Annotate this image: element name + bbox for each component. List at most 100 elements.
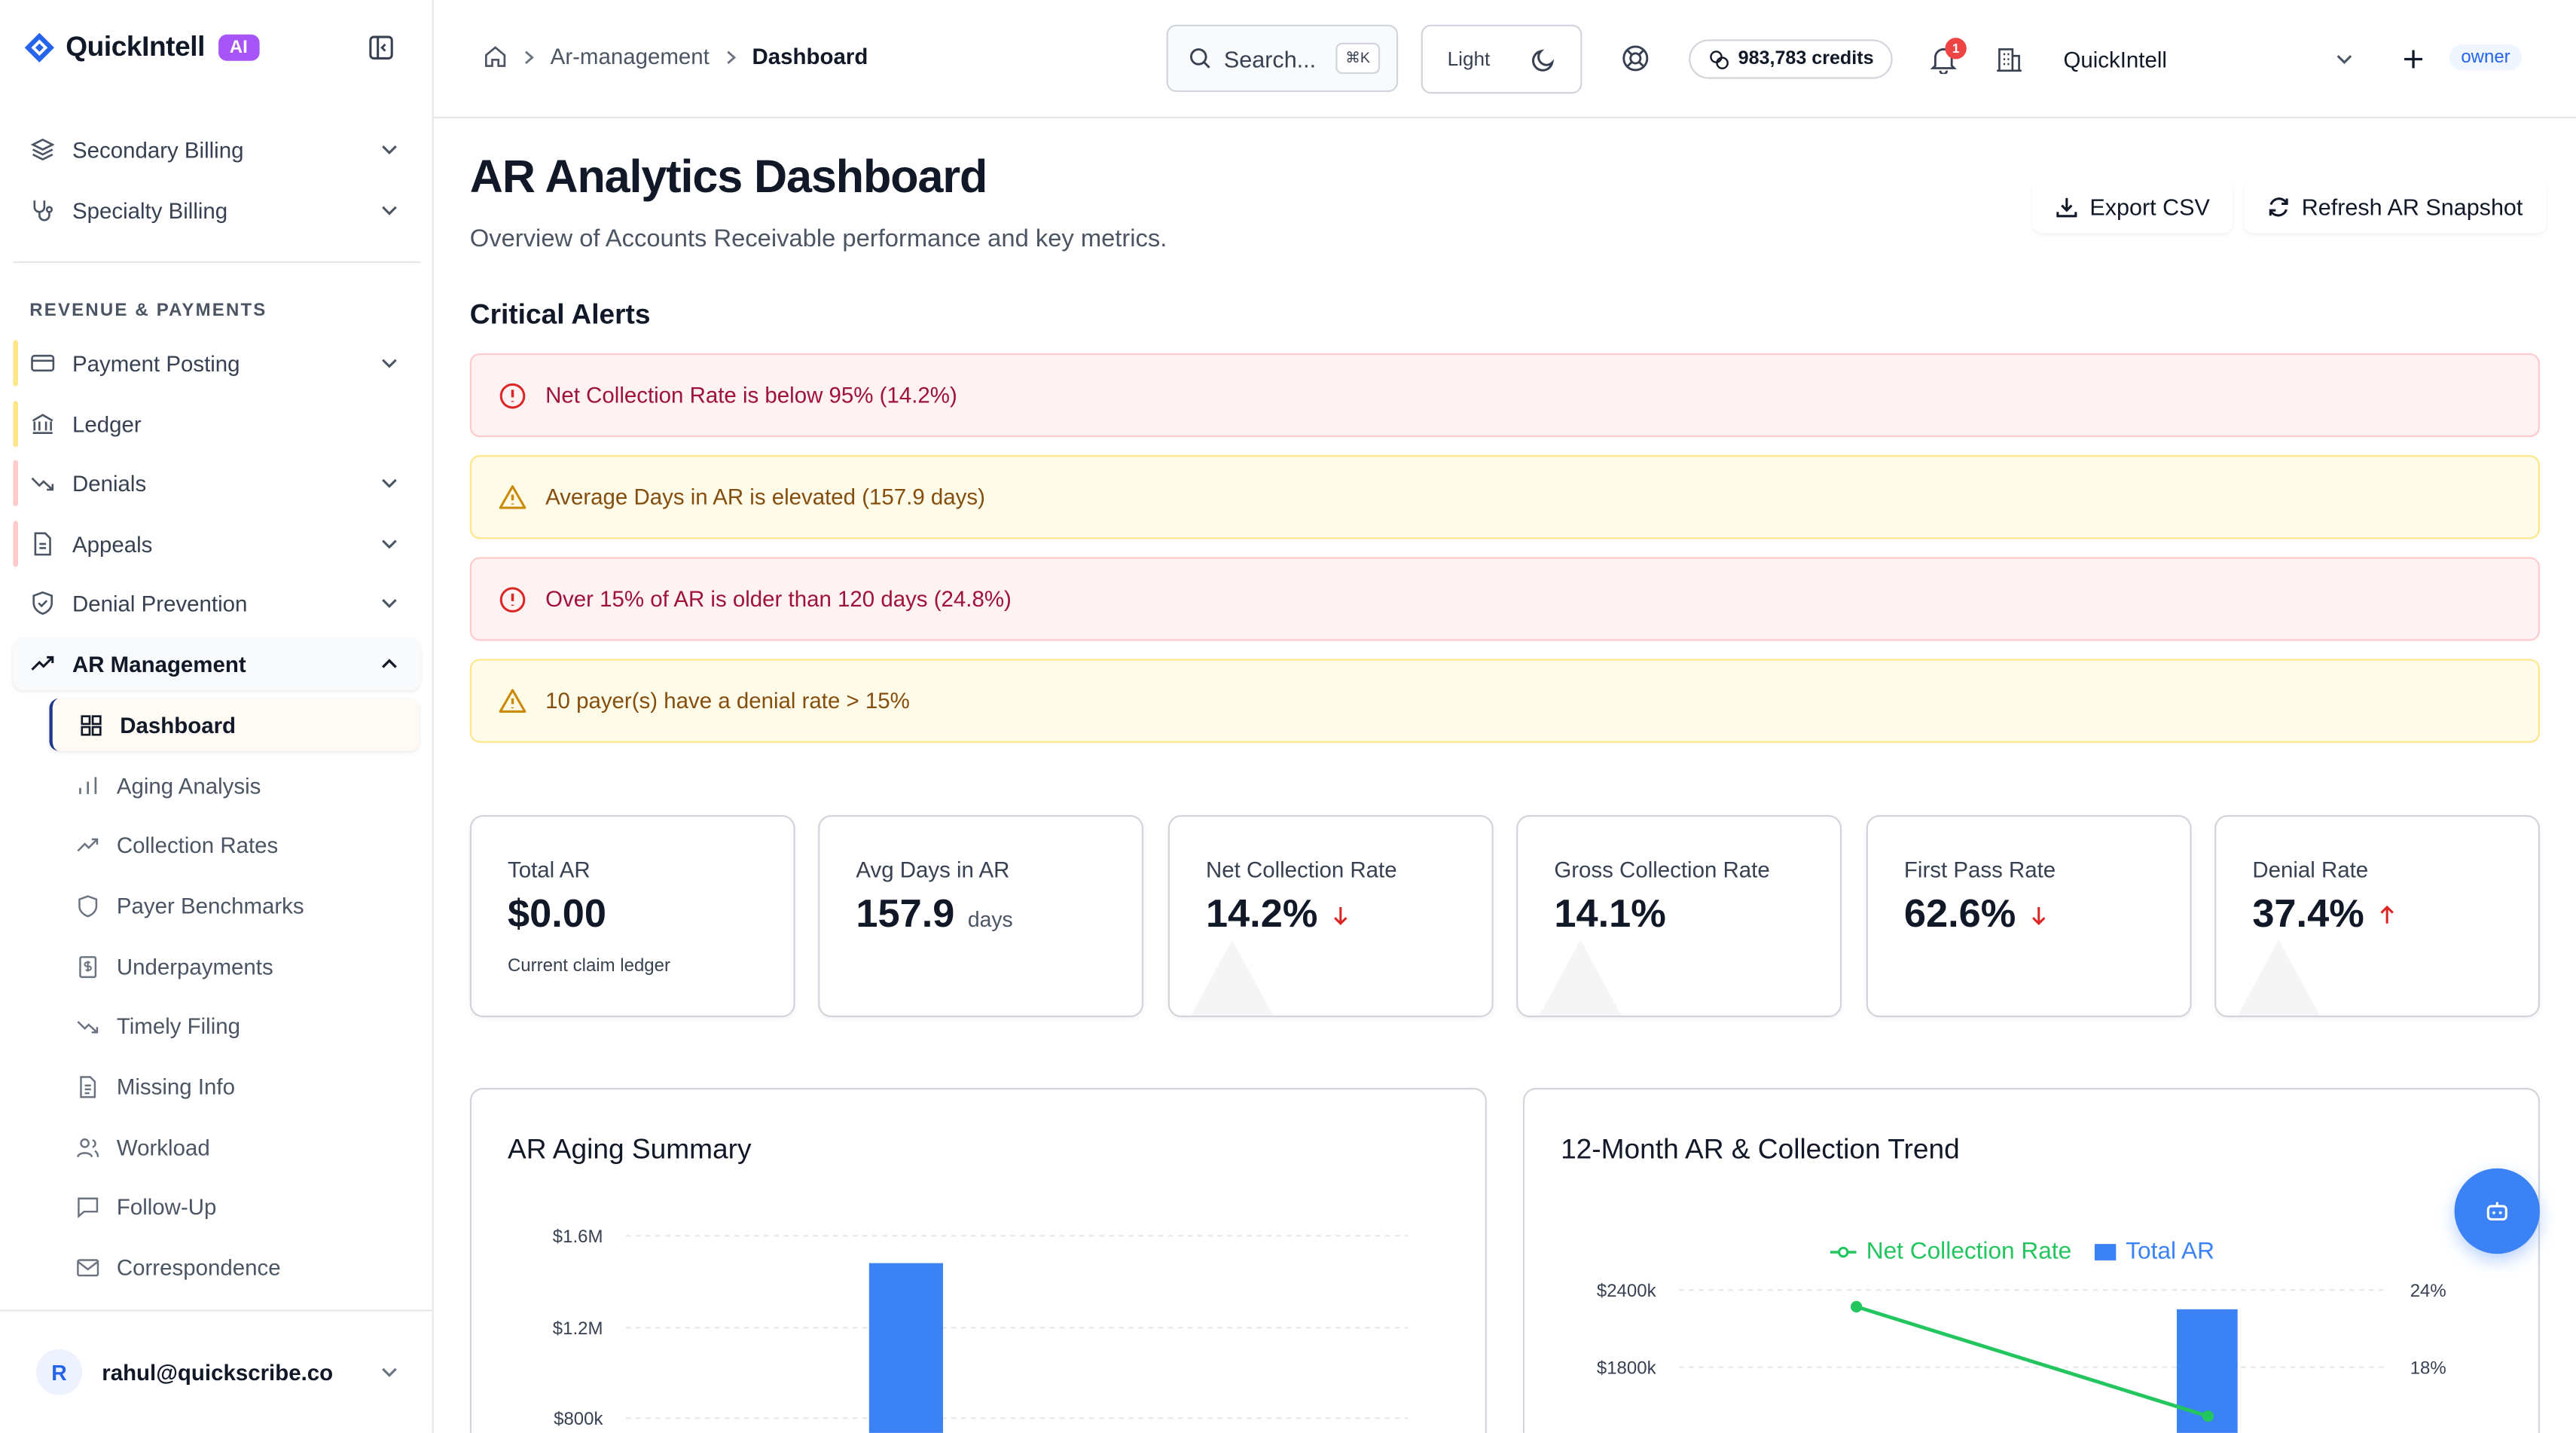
trending-up-icon — [77, 837, 99, 851]
organization-name: QuickIntell — [2063, 47, 2167, 72]
alert-triangle-icon — [499, 484, 526, 509]
metric-value: 62.6% — [1903, 892, 2016, 937]
theme-toggle[interactable]: Light — [1421, 24, 1583, 94]
user-menu[interactable]: R rahul@quickscribe.co — [35, 1348, 407, 1397]
sidebar-subitem-aging-analysis[interactable]: Aging Analysis — [49, 759, 419, 812]
credits-value: 983,783 credits — [1738, 49, 1874, 69]
critical-alerts-title: Critical Alerts — [469, 298, 651, 331]
ar-aging-chart: $1.6M $1.2M $800k — [553, 1227, 1409, 1433]
chevron-right-icon — [525, 50, 534, 63]
legend-line-swatch — [1830, 1246, 1857, 1258]
chart-title: 12-Month AR & Collection Trend — [1561, 1133, 1960, 1166]
chevron-down-icon — [382, 478, 397, 488]
mail-icon — [77, 1258, 99, 1276]
page-title: AR Analytics Dashboard — [469, 151, 988, 203]
breadcrumb-item[interactable]: Ar-management — [550, 44, 710, 69]
sidebar-item-ar-management[interactable]: AR Management — [13, 637, 421, 691]
notification-count-badge: 1 — [1945, 38, 1967, 60]
sidebar-item-denial-prevention[interactable]: Denial Prevention — [13, 577, 420, 630]
alert-text: 10 payer(s) have a denial rate > 15% — [545, 688, 910, 713]
trending-up-icon — [31, 655, 54, 671]
brand[interactable]: QuickIntell AI — [23, 28, 260, 67]
sidebar-subitem-timely-filing[interactable]: Timely Filing — [49, 999, 419, 1052]
sidebar-item-appeals[interactable]: Appeals — [13, 518, 420, 570]
coins-icon — [1710, 50, 1729, 69]
metric-label: Net Collection Rate — [1205, 857, 1397, 883]
sidebar-subitem-payer-benchmarks[interactable]: Payer Benchmarks — [49, 879, 419, 932]
building-icon[interactable] — [1995, 44, 2024, 74]
decorative-shape — [2237, 940, 2320, 1016]
search-input[interactable]: Search... ⌘K — [1166, 24, 1399, 93]
y-right-tick-label: 18% — [2410, 1358, 2446, 1378]
credits-badge[interactable]: 983,783 credits — [1689, 39, 1894, 79]
file-icon — [34, 532, 51, 556]
shield-check-icon — [32, 591, 53, 616]
sidebar-subitem-underpayments[interactable]: Underpayments — [49, 940, 419, 993]
ai-badge: AI — [218, 34, 260, 61]
legend-item[interactable]: Total AR — [2126, 1239, 2214, 1266]
chart-title: AR Aging Summary — [507, 1133, 752, 1166]
chevron-down-icon — [382, 206, 397, 215]
sidebar-item-secondary-billing[interactable]: Secondary Billing — [13, 124, 420, 176]
plus-icon[interactable] — [2402, 47, 2425, 71]
chevron-up-icon — [382, 658, 397, 668]
trending-down-icon — [31, 477, 54, 491]
y-tick-label: $1.6M — [553, 1227, 603, 1247]
sidebar-item-ledger[interactable]: Ledger — [13, 398, 420, 451]
organization-select[interactable]: QuickIntell — [2047, 33, 2373, 86]
section-label-revenue: REVENUE & PAYMENTS — [29, 301, 267, 321]
arrow-down-icon — [1334, 906, 1348, 925]
arrow-down-icon — [2032, 906, 2046, 925]
sidebar-item-specialty-billing[interactable]: Specialty Billing — [13, 184, 420, 237]
sidebar-item-label: Denial Prevention — [72, 591, 248, 616]
refresh-label: Refresh AR Snapshot — [2301, 194, 2523, 221]
sidebar-item-label: Payment Posting — [72, 350, 240, 376]
quickintell-logo-icon — [24, 32, 54, 63]
search-placeholder: Search... — [1223, 44, 1317, 72]
sidebar-item-label: AR Management — [72, 651, 246, 677]
shield-icon — [78, 894, 98, 917]
stethoscope-icon — [33, 200, 53, 222]
sidebar-item-label: Ledger — [72, 411, 142, 437]
trending-down-icon — [77, 1020, 99, 1033]
assistant-bot-button[interactable] — [2454, 1168, 2541, 1254]
refresh-ar-snapshot-button[interactable]: Refresh AR Snapshot — [2244, 180, 2546, 234]
help-lifebuoy-icon[interactable] — [1620, 43, 1651, 74]
message-square-icon — [78, 1196, 99, 1218]
sidebar-subitem-follow-up[interactable]: Follow-Up — [49, 1180, 419, 1233]
sidebar-subitem-label: Dashboard — [120, 712, 237, 738]
chevron-down-icon — [382, 359, 397, 368]
receipt-icon — [79, 955, 97, 978]
sidebar-subitem-label: Aging Analysis — [116, 773, 261, 798]
y-tick-label: $800k — [554, 1409, 603, 1429]
export-csv-button[interactable]: Export CSV — [2032, 180, 2233, 234]
breadcrumb-current: Dashboard — [752, 44, 868, 69]
sidebar-item-denials[interactable]: Denials — [13, 457, 420, 509]
sidebar-subitem-collection-rates[interactable]: Collection Rates — [49, 818, 419, 871]
metric-value-row: 157.9 days — [856, 892, 1012, 938]
sidebar-subitem-correspondence[interactable]: Correspondence — [49, 1241, 419, 1294]
legend-item[interactable]: Net Collection Rate — [1866, 1239, 2072, 1266]
metric-card-net-collection: Net Collection Rate 14.2% — [1167, 814, 1494, 1018]
sidebar-subitem-workload[interactable]: Workload — [49, 1121, 419, 1174]
sidebar-collapse-icon[interactable] — [368, 35, 395, 61]
role-badge: owner — [2449, 44, 2522, 71]
download-icon — [2056, 197, 2077, 218]
chevron-right-icon — [726, 50, 736, 63]
metric-value: 14.2% — [1205, 892, 1318, 937]
metric-value-row: $0.00 — [508, 892, 606, 938]
chevron-down-icon — [382, 145, 397, 155]
refresh-icon — [2269, 197, 2288, 217]
sidebar-item-payment-posting[interactable]: Payment Posting — [13, 337, 420, 390]
sidebar-subitem-label: Underpayments — [116, 954, 273, 979]
y-left-tick-label: $2400k — [1597, 1281, 1657, 1301]
alert-days-in-ar: Average Days in AR is elevated (157.9 da… — [469, 455, 2541, 539]
sidebar-subitem-dashboard[interactable]: Dashboard — [49, 698, 420, 751]
page-subtitle: Overview of Accounts Receivable performa… — [469, 225, 1167, 253]
alert-net-collection: Net Collection Rate is below 95% (14.2%) — [469, 353, 2541, 438]
sidebar-subitem-missing-info[interactable]: Missing Info — [49, 1060, 419, 1113]
sidebar-divider — [13, 261, 421, 263]
home-icon[interactable] — [483, 44, 508, 69]
decorative-shape — [1539, 940, 1622, 1016]
